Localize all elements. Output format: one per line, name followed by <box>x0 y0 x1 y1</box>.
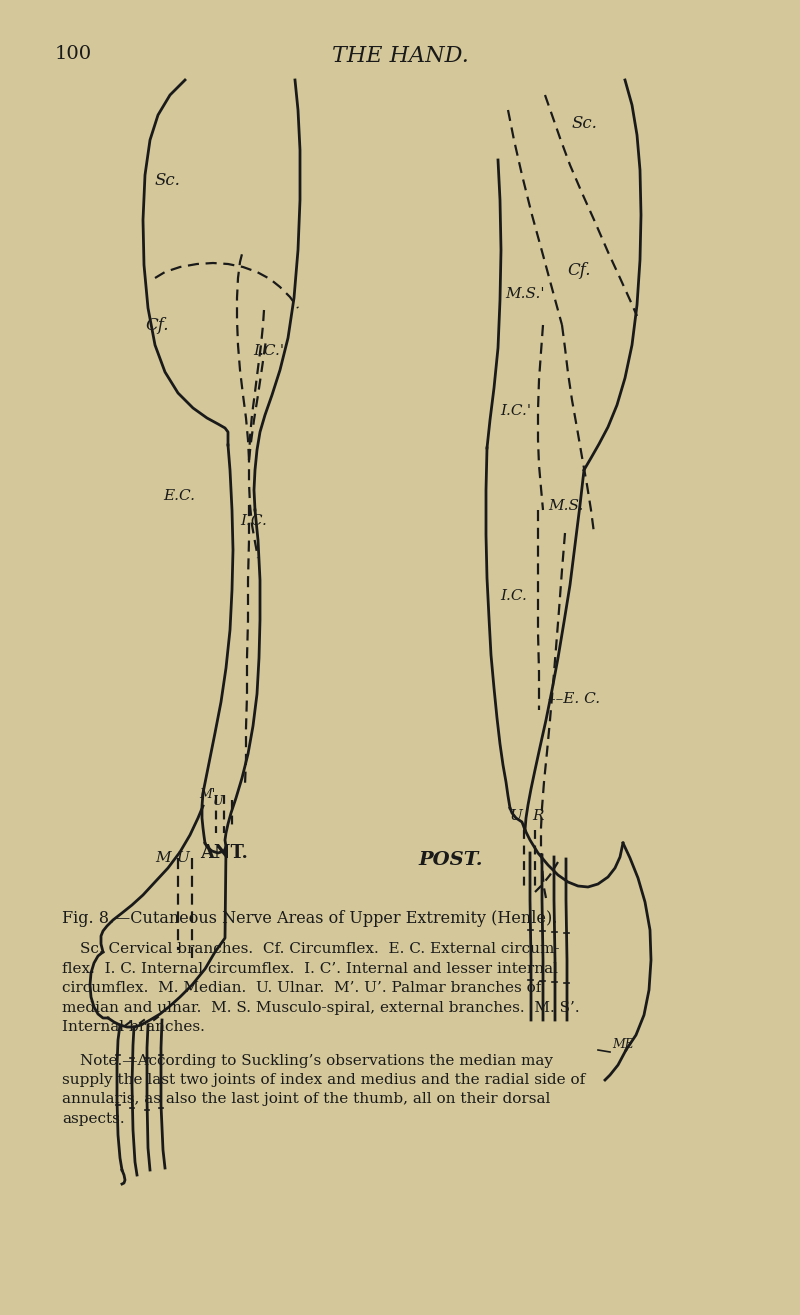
Text: I.C.': I.C.' <box>253 345 284 358</box>
Text: ––E. C.: ––E. C. <box>548 692 600 706</box>
Text: aspects.: aspects. <box>62 1112 125 1126</box>
Text: Sc.: Sc. <box>155 172 181 189</box>
Text: R: R <box>532 809 543 823</box>
Text: Sc. Cervical branches.  Cf. Circumflex.  E. C. External circum-: Sc. Cervical branches. Cf. Circumflex. E… <box>80 942 559 956</box>
Text: Fig. 8.—Cutaneous Nerve Areas of Upper Extremity (Henle).: Fig. 8.—Cutaneous Nerve Areas of Upper E… <box>62 910 558 927</box>
Text: U: U <box>510 809 523 823</box>
Text: supply the last two joints of index and medius and the radial side of: supply the last two joints of index and … <box>62 1073 586 1088</box>
Text: U: U <box>177 851 190 865</box>
Text: 100: 100 <box>55 45 92 63</box>
Text: I.C.: I.C. <box>500 589 527 604</box>
Text: Internal branches.: Internal branches. <box>62 1020 205 1034</box>
Text: median and ulnar.  M. S. Musculo-spiral, external branches.  M. S’.: median and ulnar. M. S. Musculo-spiral, … <box>62 1001 580 1014</box>
Text: THE HAND.: THE HAND. <box>331 45 469 67</box>
Text: Cf.: Cf. <box>567 262 590 279</box>
Text: flex.  I. C. Internal circumflex.  I. C’. Internal and lesser internal: flex. I. C. Internal circumflex. I. C’. … <box>62 961 558 976</box>
Text: U': U' <box>213 796 227 807</box>
Text: M: M <box>155 851 170 865</box>
Text: I.C.: I.C. <box>240 514 267 529</box>
Text: annularis, as also the last joint of the thumb, all on their dorsal: annularis, as also the last joint of the… <box>62 1093 550 1106</box>
Text: M.S.: M.S. <box>548 498 583 513</box>
Text: POST.: POST. <box>418 851 482 869</box>
Text: M.S.': M.S.' <box>505 287 545 301</box>
Text: Cf.: Cf. <box>145 317 169 334</box>
Text: ANT.: ANT. <box>200 844 248 863</box>
Text: I.C.': I.C.' <box>500 404 531 418</box>
Text: E.C.: E.C. <box>163 489 195 504</box>
Text: M': M' <box>199 788 215 801</box>
Text: Note.—According to Suckling’s observations the median may: Note.—According to Suckling’s observatio… <box>80 1053 553 1068</box>
Text: circumflex.  M. Median.  U. Ulnar.  M’. U’. Palmar branches of: circumflex. M. Median. U. Ulnar. M’. U’.… <box>62 981 542 995</box>
Text: ME: ME <box>612 1038 634 1051</box>
Text: Sc.: Sc. <box>572 114 598 132</box>
